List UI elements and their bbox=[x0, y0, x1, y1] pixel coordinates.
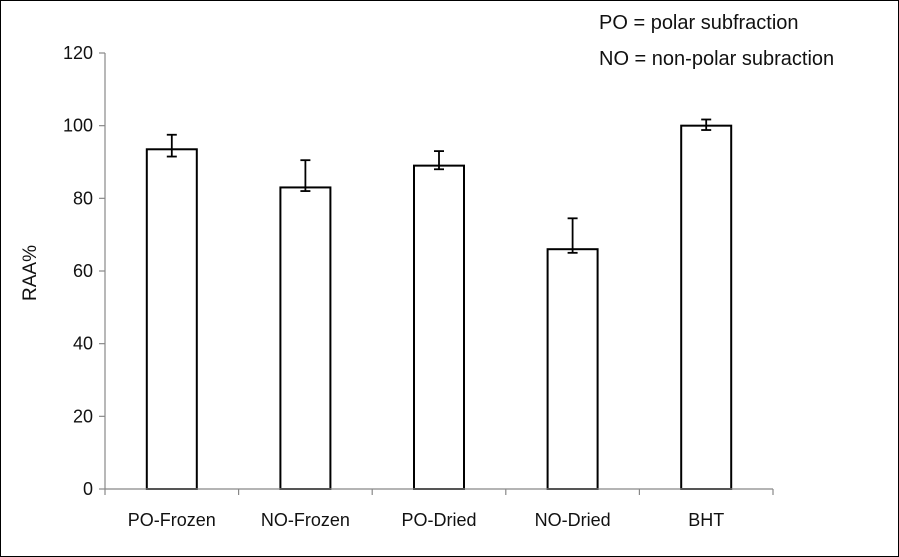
y-tick-label: 40 bbox=[73, 334, 93, 354]
y-tick-label: 60 bbox=[73, 261, 93, 281]
annotation-no: NO = non-polar subraction bbox=[599, 48, 834, 70]
x-category-label: PO-Frozen bbox=[128, 510, 216, 530]
x-category-label: BHT bbox=[688, 510, 724, 530]
y-tick-label: 80 bbox=[73, 188, 93, 208]
x-category-label: NO-Dried bbox=[535, 510, 611, 530]
y-tick-label: 0 bbox=[83, 479, 93, 499]
bar-no-dried bbox=[546, 248, 599, 490]
y-tick-label: 100 bbox=[63, 116, 93, 136]
bar-po-frozen bbox=[145, 148, 198, 491]
annotation-group: PO = polar subfraction NO = non-polar su… bbox=[599, 12, 834, 70]
bar-po-dried bbox=[413, 164, 465, 490]
x-category-label: NO-Frozen bbox=[261, 510, 350, 530]
bar-no-frozen bbox=[279, 186, 332, 491]
bar-group: PO-Frozen NO-Frozen PO-Dried NO-Dried BHT bbox=[128, 118, 733, 530]
annotation-po: PO = polar subfraction bbox=[599, 12, 799, 34]
axes-group bbox=[104, 53, 774, 495]
y-tick-group: 0 20 40 60 80 100 120 bbox=[63, 43, 105, 499]
y-tick-label: 120 bbox=[63, 43, 93, 63]
bar-bht bbox=[680, 124, 733, 491]
x-category-label: PO-Dried bbox=[401, 510, 476, 530]
y-tick-label: 20 bbox=[73, 406, 93, 426]
y-axis-label: RAA% bbox=[20, 245, 41, 301]
